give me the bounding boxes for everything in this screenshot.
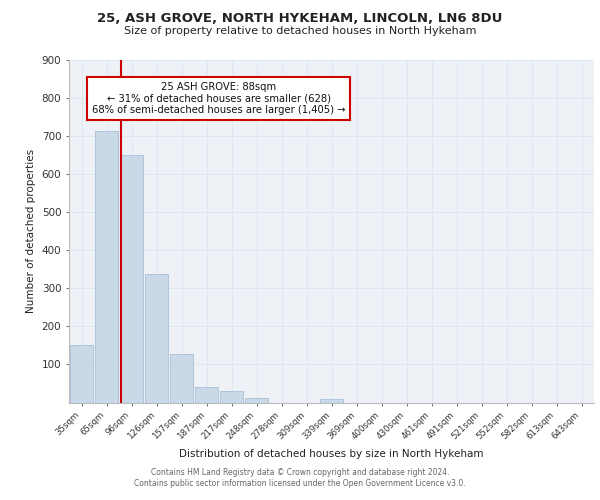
Bar xyxy=(145,274,168,402)
Text: 25, ASH GROVE, NORTH HYKEHAM, LINCOLN, LN6 8DU: 25, ASH GROVE, NORTH HYKEHAM, LINCOLN, L… xyxy=(97,12,503,26)
Bar xyxy=(170,354,193,403)
Bar xyxy=(220,391,243,402)
Bar xyxy=(95,131,118,402)
Bar xyxy=(70,346,93,403)
Text: 25 ASH GROVE: 88sqm
← 31% of detached houses are smaller (628)
68% of semi-detac: 25 ASH GROVE: 88sqm ← 31% of detached ho… xyxy=(92,82,346,116)
Bar xyxy=(120,155,143,402)
Bar xyxy=(320,400,343,402)
X-axis label: Distribution of detached houses by size in North Hykeham: Distribution of detached houses by size … xyxy=(179,450,484,460)
Text: Size of property relative to detached houses in North Hykeham: Size of property relative to detached ho… xyxy=(124,26,476,36)
Text: Contains HM Land Registry data © Crown copyright and database right 2024.
Contai: Contains HM Land Registry data © Crown c… xyxy=(134,468,466,487)
Y-axis label: Number of detached properties: Number of detached properties xyxy=(26,149,36,314)
Bar xyxy=(245,398,268,402)
Bar xyxy=(195,386,218,402)
